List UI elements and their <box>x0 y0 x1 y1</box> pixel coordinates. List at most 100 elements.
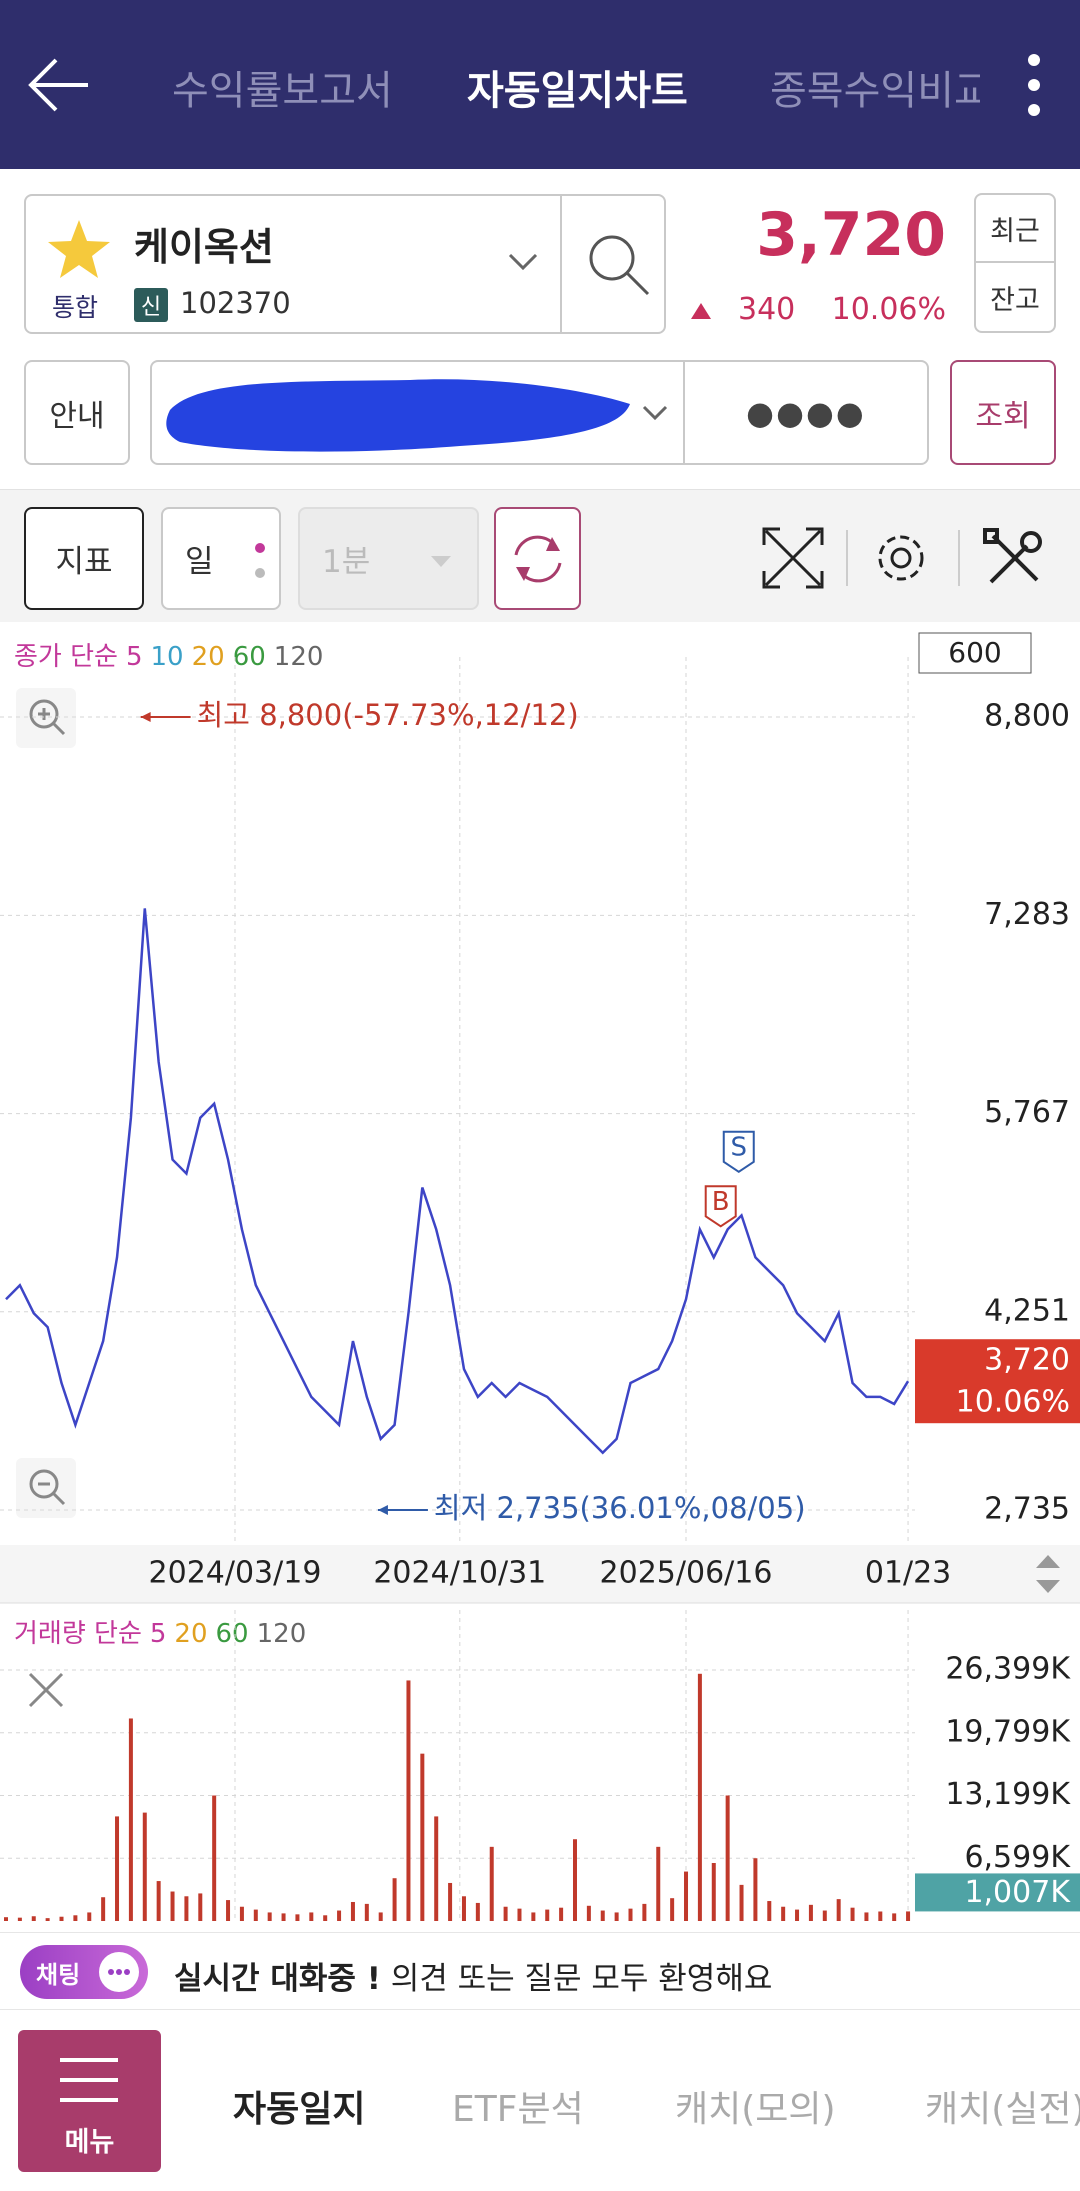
search-button[interactable] <box>586 232 652 298</box>
volume-bar <box>614 1912 619 1921</box>
legend-item: 120 <box>274 642 324 672</box>
annotation-arrowhead <box>377 1505 388 1515</box>
interval-select: 1분 <box>298 507 479 610</box>
volume-bar <box>725 1795 730 1921</box>
guide-button[interactable]: 안내 <box>24 360 130 465</box>
stock-code: 102370 <box>180 286 291 320</box>
volume-close[interactable] <box>28 1672 64 1708</box>
nav-item[interactable]: ETF분석 <box>452 2089 584 2130</box>
dropdown-icon <box>642 405 668 421</box>
dropdown-icon <box>431 556 451 567</box>
volume-bar <box>475 1902 480 1921</box>
toolbar: 지표 일 1분 <box>0 489 1080 622</box>
zoom-in[interactable] <box>16 688 76 748</box>
volume-bar <box>378 1912 383 1921</box>
refresh-button[interactable] <box>494 507 581 610</box>
volume-bar <box>711 1863 716 1921</box>
bottom-nav: 메뉴 자동일지 ETF분석 캐치(모의) 캐치(실전) <box>0 2010 1080 2191</box>
balance-button[interactable]: 잔고 <box>990 284 1040 316</box>
interval-label: 1분 <box>322 544 371 580</box>
zoom-out[interactable] <box>16 1458 76 1518</box>
volume-bar <box>892 1913 897 1921</box>
volume-bar <box>878 1911 883 1921</box>
back-button[interactable] <box>26 54 92 116</box>
chat-banner[interactable]: 채팅 실시간 대화중 ! 의견 또는 질문 모두 환영해요 <box>0 1932 1080 2010</box>
change-rate: 10.06% <box>831 292 946 327</box>
current-price-label: 3,720 <box>984 1343 1070 1378</box>
volume-bar <box>350 1901 355 1921</box>
chat-text: 실시간 대화중 ! 의견 또는 질문 모두 환영해요 <box>174 1953 772 1998</box>
settings-button[interactable] <box>871 528 931 588</box>
nav-item[interactable]: 캐치(실전) <box>925 2089 1080 2130</box>
volume-bar <box>253 1909 258 1921</box>
tab[interactable]: 수익률보고서 <box>172 68 393 114</box>
annotation-arrowhead <box>140 712 151 722</box>
legend-item: 60 <box>233 642 266 672</box>
volume-bar <box>142 1812 147 1921</box>
volume-bar <box>226 1900 231 1921</box>
stock-selector[interactable]: 케이옥션 통합 신 102370 <box>24 194 666 334</box>
x-tick-label: 01/23 <box>865 1556 951 1591</box>
top-bar: 수익률보고서 자동일지차트 종목수익비교 <box>0 0 1080 169</box>
legend-item: 5 <box>126 642 143 672</box>
period-label: 일 <box>185 544 214 580</box>
more-menu[interactable] <box>1020 52 1048 118</box>
annotation-text: 최저 2,735(36.01%,08/05) <box>434 1491 806 1525</box>
indicator-button[interactable]: 지표 <box>24 507 144 610</box>
legend-label: 거래량 단순 <box>14 1619 142 1649</box>
volume-bar <box>864 1912 869 1921</box>
refresh-icon <box>514 535 561 582</box>
y-tick-label: 2,735 <box>984 1492 1070 1527</box>
period-button[interactable]: 일 <box>161 507 281 610</box>
period-dots <box>255 543 265 578</box>
badge: 신 <box>134 288 168 322</box>
legend-item: 120 <box>257 1619 307 1649</box>
tab-active[interactable]: 자동일지차트 <box>467 68 688 114</box>
trade-signal <box>722 1130 755 1173</box>
volume-bar <box>198 1893 203 1921</box>
password-field[interactable]: ●●●● <box>746 393 866 432</box>
tab[interactable]: 종목수익비교 <box>770 68 980 114</box>
tools-button[interactable] <box>983 528 1045 590</box>
legend-item: 20 <box>192 642 225 672</box>
menu-button[interactable]: 메뉴 <box>18 2030 161 2172</box>
candle-count: 600 <box>948 636 1001 669</box>
y-tick-label: 6,599K <box>964 1840 1071 1875</box>
volume-bar <box>101 1897 106 1921</box>
volume-bar <box>4 1917 8 1921</box>
price-line <box>5 908 910 1455</box>
query-button[interactable]: 조회 <box>950 360 1056 465</box>
account-selector[interactable]: ●●●● <box>150 360 929 465</box>
volume-bar <box>517 1908 522 1921</box>
chat-icon <box>99 1952 139 1992</box>
fullscreen-button[interactable] <box>762 527 824 589</box>
x-tick-label: 2024/03/19 <box>149 1556 322 1591</box>
volume-bar <box>170 1891 175 1921</box>
volume-bar <box>656 1846 661 1921</box>
legend: 거래량 단순 5 20 60 120 <box>14 1619 306 1649</box>
volume-bar <box>115 1816 120 1921</box>
nav-item[interactable]: 캐치(모의) <box>675 2089 836 2130</box>
trade-signal-label: B <box>712 1187 730 1217</box>
volume-bar <box>323 1915 328 1921</box>
legend-label: 종가 단순 <box>14 642 118 672</box>
volume-bar <box>600 1910 605 1921</box>
menu-label: 메뉴 <box>64 2127 115 2158</box>
menu-icon <box>60 2058 118 2102</box>
volume-bar <box>392 1878 397 1921</box>
volume-bar <box>45 1918 50 1921</box>
y-tick-label: 4,251 <box>984 1293 1070 1328</box>
volume-bar <box>628 1908 633 1921</box>
quick-buttons: 최근 잔고 <box>974 193 1056 333</box>
volume-bar <box>337 1910 342 1921</box>
recent-button[interactable]: 최근 <box>976 195 1054 263</box>
volume-bar <box>767 1901 772 1921</box>
favorite-star[interactable] <box>46 218 112 280</box>
volume-bar <box>17 1917 22 1921</box>
y-tick-label: 7,283 <box>984 897 1070 932</box>
volume-bar <box>642 1903 647 1921</box>
volume-bar <box>128 1718 133 1921</box>
current-price: 3,720 <box>756 200 946 270</box>
scroll-arrows[interactable] <box>1036 1555 1060 1593</box>
nav-item-active[interactable]: 자동일지 <box>233 2089 366 2130</box>
